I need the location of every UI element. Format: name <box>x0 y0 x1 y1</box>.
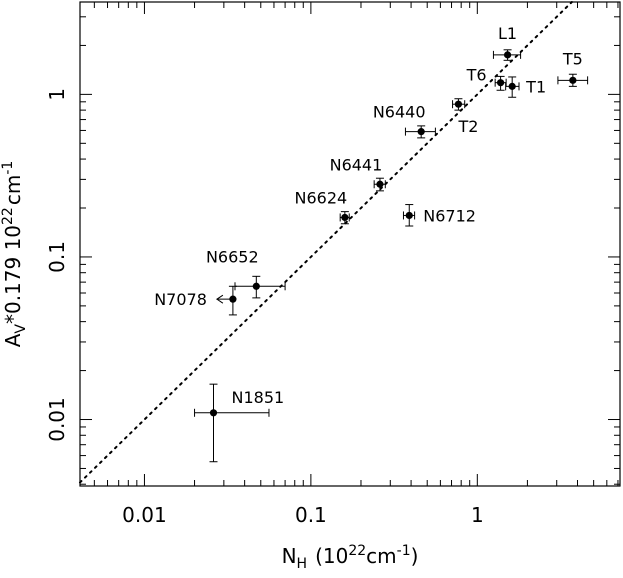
data-point-n6440: N6440 <box>373 103 436 139</box>
x-tick-label: 0.1 <box>295 503 327 527</box>
reference-line <box>79 1 573 484</box>
point-label: T2 <box>457 117 478 136</box>
data-point-n6441: N6441 <box>330 155 386 192</box>
data-point-l1: L1 <box>492 24 522 61</box>
data-point-n6712: N6712 <box>402 204 476 227</box>
x-axis-label: NH (1022cm-1) <box>282 543 419 572</box>
data-points: L1 T5 T6 T1 T2 N6440 N6441 N6624 N6712 N6652 N7078… <box>154 24 589 463</box>
data-marker <box>503 51 512 59</box>
data-marker <box>376 180 384 188</box>
data-marker <box>252 282 260 290</box>
plot-frame <box>79 1 621 487</box>
point-label: L1 <box>498 24 517 43</box>
data-point-n7078: N7078 <box>154 285 237 316</box>
point-label: N1851 <box>232 388 285 407</box>
data-marker <box>341 213 349 222</box>
data-marker <box>569 76 577 84</box>
data-point-t5: T5 <box>557 49 589 87</box>
axis-ticks: 0.01 0.1 1 0.01 0.1 1 <box>45 2 620 527</box>
point-label: N6712 <box>423 206 476 225</box>
data-marker <box>209 409 218 417</box>
data-point-n1851: N1851 <box>194 383 285 463</box>
point-label: N6440 <box>373 103 426 122</box>
data-marker <box>229 295 237 303</box>
upper-limit-arrowhead <box>215 294 224 304</box>
data-marker <box>417 128 425 136</box>
data-point-n6652: N6652 <box>206 247 286 299</box>
point-label: N7078 <box>154 290 207 309</box>
data-point-t1: T1 <box>505 76 546 98</box>
point-label: N6624 <box>295 188 348 207</box>
point-label: N6441 <box>330 155 383 174</box>
reference-line-layer <box>79 1 573 484</box>
point-label: N6652 <box>206 247 259 266</box>
x-tick-label: 1 <box>471 503 484 527</box>
data-point-t2: T2 <box>452 98 478 136</box>
y-tick-label: 0.1 <box>45 241 69 273</box>
data-marker <box>496 79 505 87</box>
data-marker <box>405 211 413 220</box>
y-tick-label: 0.01 <box>45 397 69 442</box>
point-label: T6 <box>466 66 487 85</box>
data-point-n6624: N6624 <box>295 188 350 225</box>
y-tick-label: 1 <box>45 88 69 101</box>
data-marker <box>508 82 516 90</box>
y-axis-label: AV*0.179 1022cm-1 <box>0 161 29 348</box>
point-label: T5 <box>562 49 583 68</box>
data-marker <box>454 100 463 108</box>
data-point-t6: T6 <box>466 66 507 91</box>
point-label: T1 <box>525 77 546 96</box>
x-tick-label: 0.01 <box>122 503 167 527</box>
